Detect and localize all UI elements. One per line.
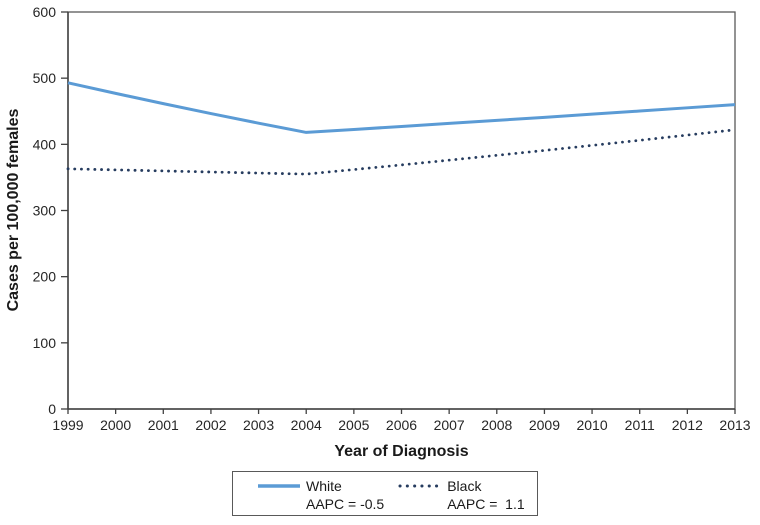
- x-tick-label: 2005: [338, 417, 369, 433]
- y-tick-label: 0: [48, 401, 56, 417]
- legend-aapc-white: AAPC = -0.5: [306, 496, 385, 512]
- y-tick-label: 500: [33, 70, 57, 86]
- y-tick-label: 100: [33, 335, 57, 351]
- y-tick-label: 200: [33, 269, 57, 285]
- legend-label-black: Black: [447, 478, 482, 494]
- black-dotted-sample-icon: [398, 484, 443, 488]
- x-tick-label: 2000: [100, 417, 131, 433]
- x-tick-label: 2009: [529, 417, 560, 433]
- y-tick-label: 300: [33, 203, 57, 219]
- x-tick-label: 2001: [148, 417, 179, 433]
- y-tick-label: 400: [33, 136, 57, 152]
- x-tick-label: 2011: [625, 417, 655, 433]
- y-tick-label: 600: [33, 4, 57, 20]
- x-tick-label: 2003: [243, 417, 274, 433]
- x-tick-label: 2007: [434, 417, 465, 433]
- legend-aapc-black: AAPC = 1.1: [447, 496, 525, 512]
- x-tick-label: 2006: [386, 417, 417, 433]
- legend-entry-black: Black AAPC = 1.1: [398, 477, 525, 513]
- y-axis-title: Cases per 100,000 females: [5, 108, 22, 312]
- plot-area-border: [67, 11, 736, 410]
- legend-entry-white: White AAPC = -0.5: [257, 477, 384, 513]
- white-series-line: [67, 81, 736, 134]
- x-tick-label: 2002: [195, 417, 226, 433]
- x-tick-label: 2010: [576, 417, 607, 433]
- x-tick-label: 1999: [52, 417, 83, 433]
- black-series-line: [66, 128, 737, 176]
- x-tick-label: 2012: [672, 417, 703, 433]
- legend-box: White AAPC = -0.5 Black AAPC = 1.1: [232, 471, 538, 516]
- white-line-sample-icon: [258, 484, 300, 488]
- x-tick-label: 2008: [481, 417, 512, 433]
- legend-label-white: White: [306, 478, 342, 494]
- x-tick-label: 2004: [291, 417, 322, 433]
- x-axis-title: Year of Diagnosis: [334, 443, 469, 460]
- x-tick-label: 2013: [719, 417, 750, 433]
